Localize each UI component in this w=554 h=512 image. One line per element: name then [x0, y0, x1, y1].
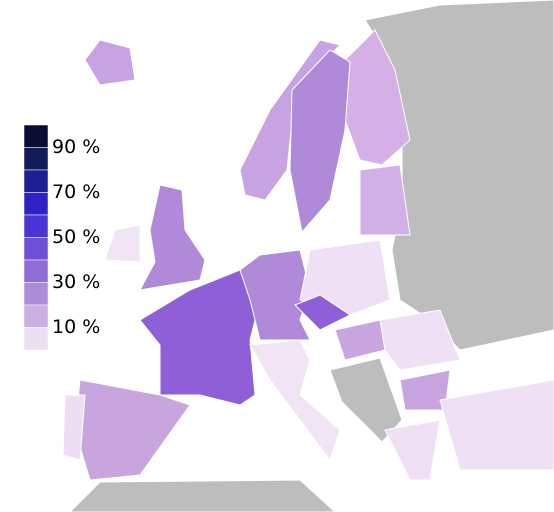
legend-swatch — [23, 282, 49, 306]
greece — [384, 419, 441, 481]
legend-swatch — [23, 327, 49, 351]
legend-swatch — [23, 237, 49, 261]
ireland — [104, 224, 141, 263]
sweden — [289, 49, 351, 234]
baltic-states — [359, 164, 411, 236]
iceland — [84, 39, 136, 86]
north-africa — [69, 479, 336, 512]
legend-label: 10 % — [52, 316, 100, 338]
legend: 90 % 70 % 50 % 30 % 10 % — [23, 124, 100, 351]
legend-label: 50 % — [52, 226, 100, 248]
legend-swatch — [23, 214, 49, 238]
legend-label: 30 % — [52, 271, 100, 293]
finland — [344, 29, 411, 166]
countries — [62, 0, 554, 512]
uk — [139, 184, 206, 291]
france — [139, 269, 261, 406]
legend-swatch — [23, 169, 49, 193]
czechia — [294, 294, 351, 331]
legend-swatch — [23, 192, 49, 216]
legend-label: 90 % — [52, 136, 100, 158]
legend-label: 70 % — [52, 181, 100, 203]
portugal — [62, 394, 86, 461]
germany — [239, 249, 311, 341]
romania — [379, 309, 461, 371]
legend-swatch — [23, 259, 49, 283]
legend-swatch — [23, 304, 49, 328]
legend-swatch — [23, 147, 49, 171]
legend-swatch — [23, 124, 49, 148]
turkey — [439, 379, 554, 471]
italy — [249, 339, 341, 462]
